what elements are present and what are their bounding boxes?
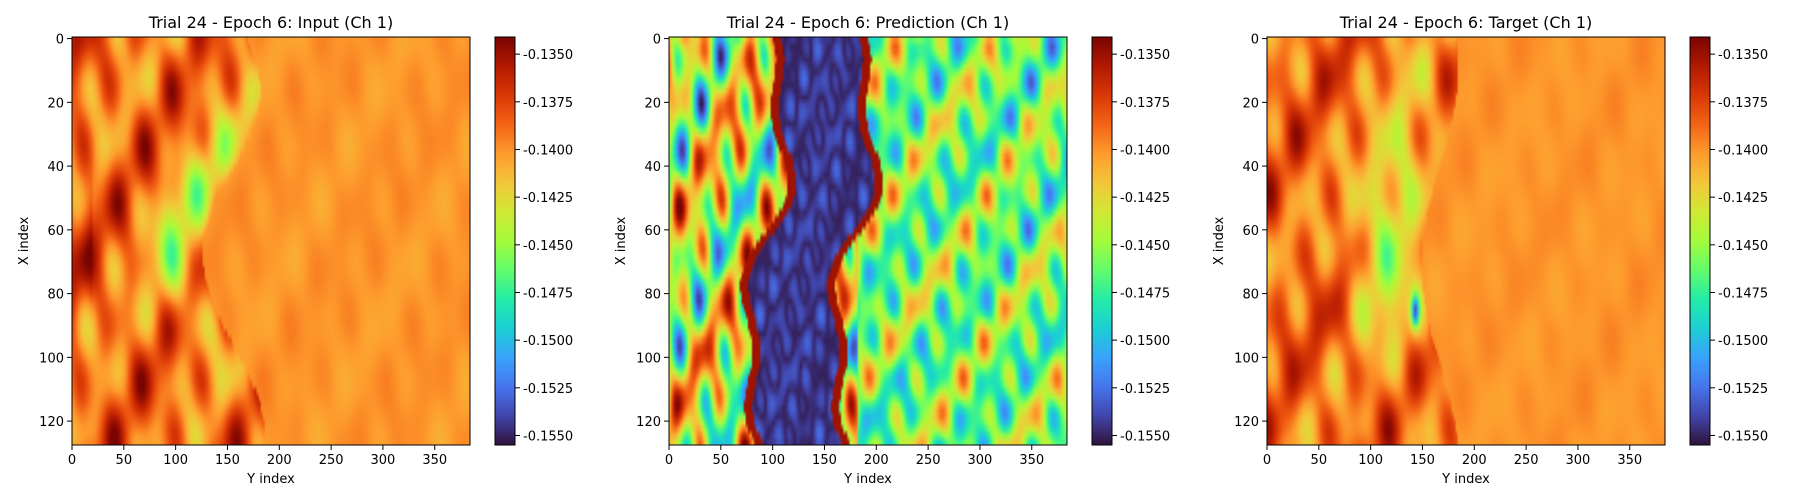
colorbar-tick-label: -0.1400 [523,143,573,158]
colorbar-tick-label: -0.1475 [1718,286,1768,301]
colorbar-tick-label: -0.1525 [1718,382,1768,397]
colorbar-tick-label: -0.1550 [1120,429,1170,444]
heatmap-image [669,37,1067,445]
y-tick-label: 20 [644,96,661,111]
x-tick-label: 0 [1263,453,1271,468]
x-tick-label: 250 [916,453,941,468]
plot-frame [71,36,471,446]
heatmap-panel-1: Trial 24 - Epoch 6: Input (Ch 1) 0 50 100 15… [17,13,573,487]
y-axis-label: X index [1212,216,1227,265]
colorbar-tick-label: -0.1500 [1120,334,1170,349]
y-tick-label: 120 [39,415,64,430]
y-tick-label: 100 [39,351,64,366]
heatmap-panel-3: Trial 24 - Epoch 6: Target (Ch 1) 0 50 100 1… [1212,13,1768,487]
x-tick-label: 300 [968,453,993,468]
x-tick-label: 200 [864,453,889,468]
colorbar-tick-label: -0.1425 [1120,191,1170,206]
x-tick-label: 300 [1566,453,1591,468]
y-tick-label: 80 [644,288,661,303]
x-tick-label: 300 [371,453,396,468]
colorbar-tick-label: -0.1450 [1120,239,1170,254]
x-tick-label: 50 [116,453,133,468]
x-axis-label: Y index [1441,472,1490,487]
x-tick-label: 0 [68,453,76,468]
x-tick-label: 0 [665,453,673,468]
colorbar-tick-label: -0.1350 [1120,48,1170,63]
colorbar-tick-label: -0.1475 [1120,286,1170,301]
x-tick-label: 250 [1514,453,1539,468]
colorbar-tick-label: -0.1375 [523,96,573,111]
colorbar-tick-label: -0.1450 [1718,239,1768,254]
colorbar [494,36,516,446]
colorbar-tick-label: -0.1400 [1120,143,1170,158]
colorbar [1689,36,1711,446]
x-tick-label: 100 [760,453,785,468]
panel-title: Trial 24 - Epoch 6: Prediction (Ch 1) [726,13,1009,32]
y-tick-label: 0 [56,33,64,48]
y-tick-label: 40 [644,160,661,175]
y-tick-label: 80 [1242,288,1259,303]
y-axis-label: X index [17,216,32,265]
colorbar [1091,36,1113,446]
x-tick-label: 350 [1019,453,1044,468]
x-tick-label: 150 [215,453,240,468]
colorbar-tick-label: -0.1375 [1718,96,1768,111]
colorbar-tick-label: -0.1375 [1120,96,1170,111]
x-tick-label: 250 [319,453,344,468]
heatmap-image [1267,37,1665,445]
x-tick-label: 200 [1462,453,1487,468]
x-axis-label: Y index [843,472,892,487]
x-tick-label: 150 [812,453,837,468]
y-tick-label: 0 [1251,33,1259,48]
y-axis-label: X index [614,216,629,265]
y-tick-label: 100 [1234,351,1259,366]
x-tick-label: 350 [1617,453,1642,468]
y-tick-label: 20 [47,96,64,111]
colorbar-tick-label: -0.1350 [1718,48,1768,63]
colorbar-tick-label: -0.1425 [1718,191,1768,206]
plot-frame [1266,36,1666,446]
x-axis-label: Y index [246,472,295,487]
colorbar-tick-label: -0.1500 [1718,334,1768,349]
heatmap-image [72,37,470,445]
y-tick-label: 80 [47,288,64,303]
x-tick-label: 350 [422,453,447,468]
x-tick-label: 100 [163,453,188,468]
x-tick-label: 50 [1311,453,1328,468]
x-tick-label: 100 [1358,453,1383,468]
y-tick-label: 40 [47,160,64,175]
panel-title: Trial 24 - Epoch 6: Target (Ch 1) [1339,13,1592,32]
colorbar-tick-label: -0.1525 [1120,382,1170,397]
y-tick-label: 60 [1242,224,1259,239]
colorbar-tick-label: -0.1525 [523,382,573,397]
plot-frame [668,36,1068,446]
x-tick-label: 200 [267,453,292,468]
colorbar-tick-label: -0.1550 [1718,429,1768,444]
y-tick-label: 100 [636,351,661,366]
x-tick-label: 150 [1410,453,1435,468]
colorbar-tick-label: -0.1500 [523,334,573,349]
x-tick-label: 50 [713,453,730,468]
colorbar-tick-label: -0.1550 [523,429,573,444]
colorbar-tick-label: -0.1475 [523,286,573,301]
y-tick-label: 60 [47,224,64,239]
y-tick-label: 40 [1242,160,1259,175]
colorbar-tick-label: -0.1350 [523,48,573,63]
colorbar-tick-label: -0.1400 [1718,143,1768,158]
colorbar-tick-label: -0.1450 [523,239,573,254]
y-tick-label: 60 [644,224,661,239]
heatmap-panel-2: Trial 24 - Epoch 6: Prediction (Ch 1) 0 50… [614,13,1170,487]
y-tick-label: 0 [653,33,661,48]
colorbar-tick-label: -0.1425 [523,191,573,206]
panel-title: Trial 24 - Epoch 6: Input (Ch 1) [148,13,393,32]
y-tick-label: 120 [636,415,661,430]
y-tick-label: 120 [1234,415,1259,430]
y-tick-label: 20 [1242,96,1259,111]
